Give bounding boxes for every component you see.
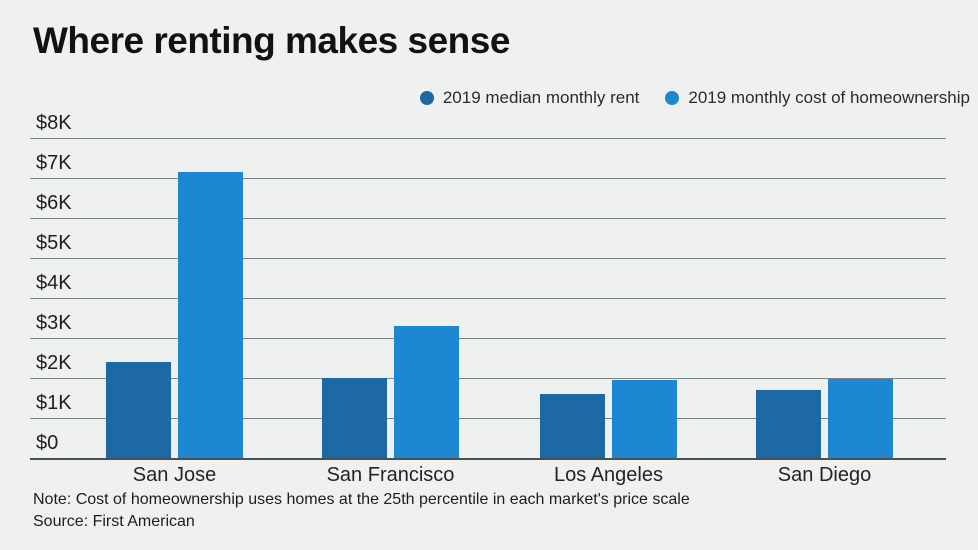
gridline (30, 178, 946, 179)
gridline (30, 338, 946, 339)
bar-rent-los-angeles (540, 394, 605, 458)
bar-ownership-san-diego (828, 379, 893, 458)
gridline (30, 138, 946, 139)
y-axis-tick-label: $4K (36, 272, 72, 294)
chart-legend: 2019 median monthly rent 2019 monthly cos… (419, 88, 970, 108)
y-axis-tick-label: $7K (36, 152, 72, 174)
x-axis-category-label: Los Angeles (554, 464, 663, 486)
y-axis-tick-label: $5K (36, 232, 72, 254)
gridline (30, 218, 946, 219)
bar-rent-san-jose (106, 362, 171, 458)
legend-label: 2019 median monthly rent (442, 88, 640, 107)
chart-footer: Note: Cost of homeownership uses homes a… (33, 489, 690, 533)
x-axis-line (30, 458, 946, 460)
y-axis-tick-label: $0 (36, 432, 59, 454)
gridline (30, 298, 946, 299)
y-axis-tick-label: $3K (36, 312, 72, 334)
bar-rent-san-francisco (322, 378, 387, 458)
y-axis-tick-label: $8K (36, 112, 72, 134)
legend-item-1: 2019 monthly cost of homeownership (665, 88, 970, 108)
legend-label: 2019 monthly cost of homeownership (688, 88, 970, 107)
gridline (30, 258, 946, 259)
chart-title: Where renting makes sense (33, 20, 510, 61)
y-axis-tick-label: $1K (36, 392, 72, 414)
note-text: Note: Cost of homeownership uses homes a… (33, 491, 690, 508)
plot-area: $8K $7K $6K $5K $4K $3K $2K $1K $0 San Jose San Fr… (30, 112, 946, 486)
legend-dot-icon (419, 91, 434, 105)
bar-ownership-san-jose (178, 172, 243, 458)
bar-ownership-san-francisco (394, 326, 459, 458)
gridline (30, 378, 946, 379)
y-axis-tick-label: $2K (36, 352, 72, 374)
legend-dot-icon (665, 91, 680, 105)
x-axis-category-label: San Francisco (326, 464, 455, 486)
legend-item-0: 2019 median monthly rent (419, 88, 640, 108)
gridline (30, 418, 946, 419)
source-text: Source: First American (33, 513, 195, 530)
bar-ownership-los-angeles (612, 380, 677, 458)
x-axis-category-label: San Jose (132, 464, 217, 486)
y-axis-tick-label: $6K (36, 192, 72, 214)
bar-rent-san-diego (756, 390, 821, 458)
x-axis-category-label: San Diego (777, 464, 872, 486)
